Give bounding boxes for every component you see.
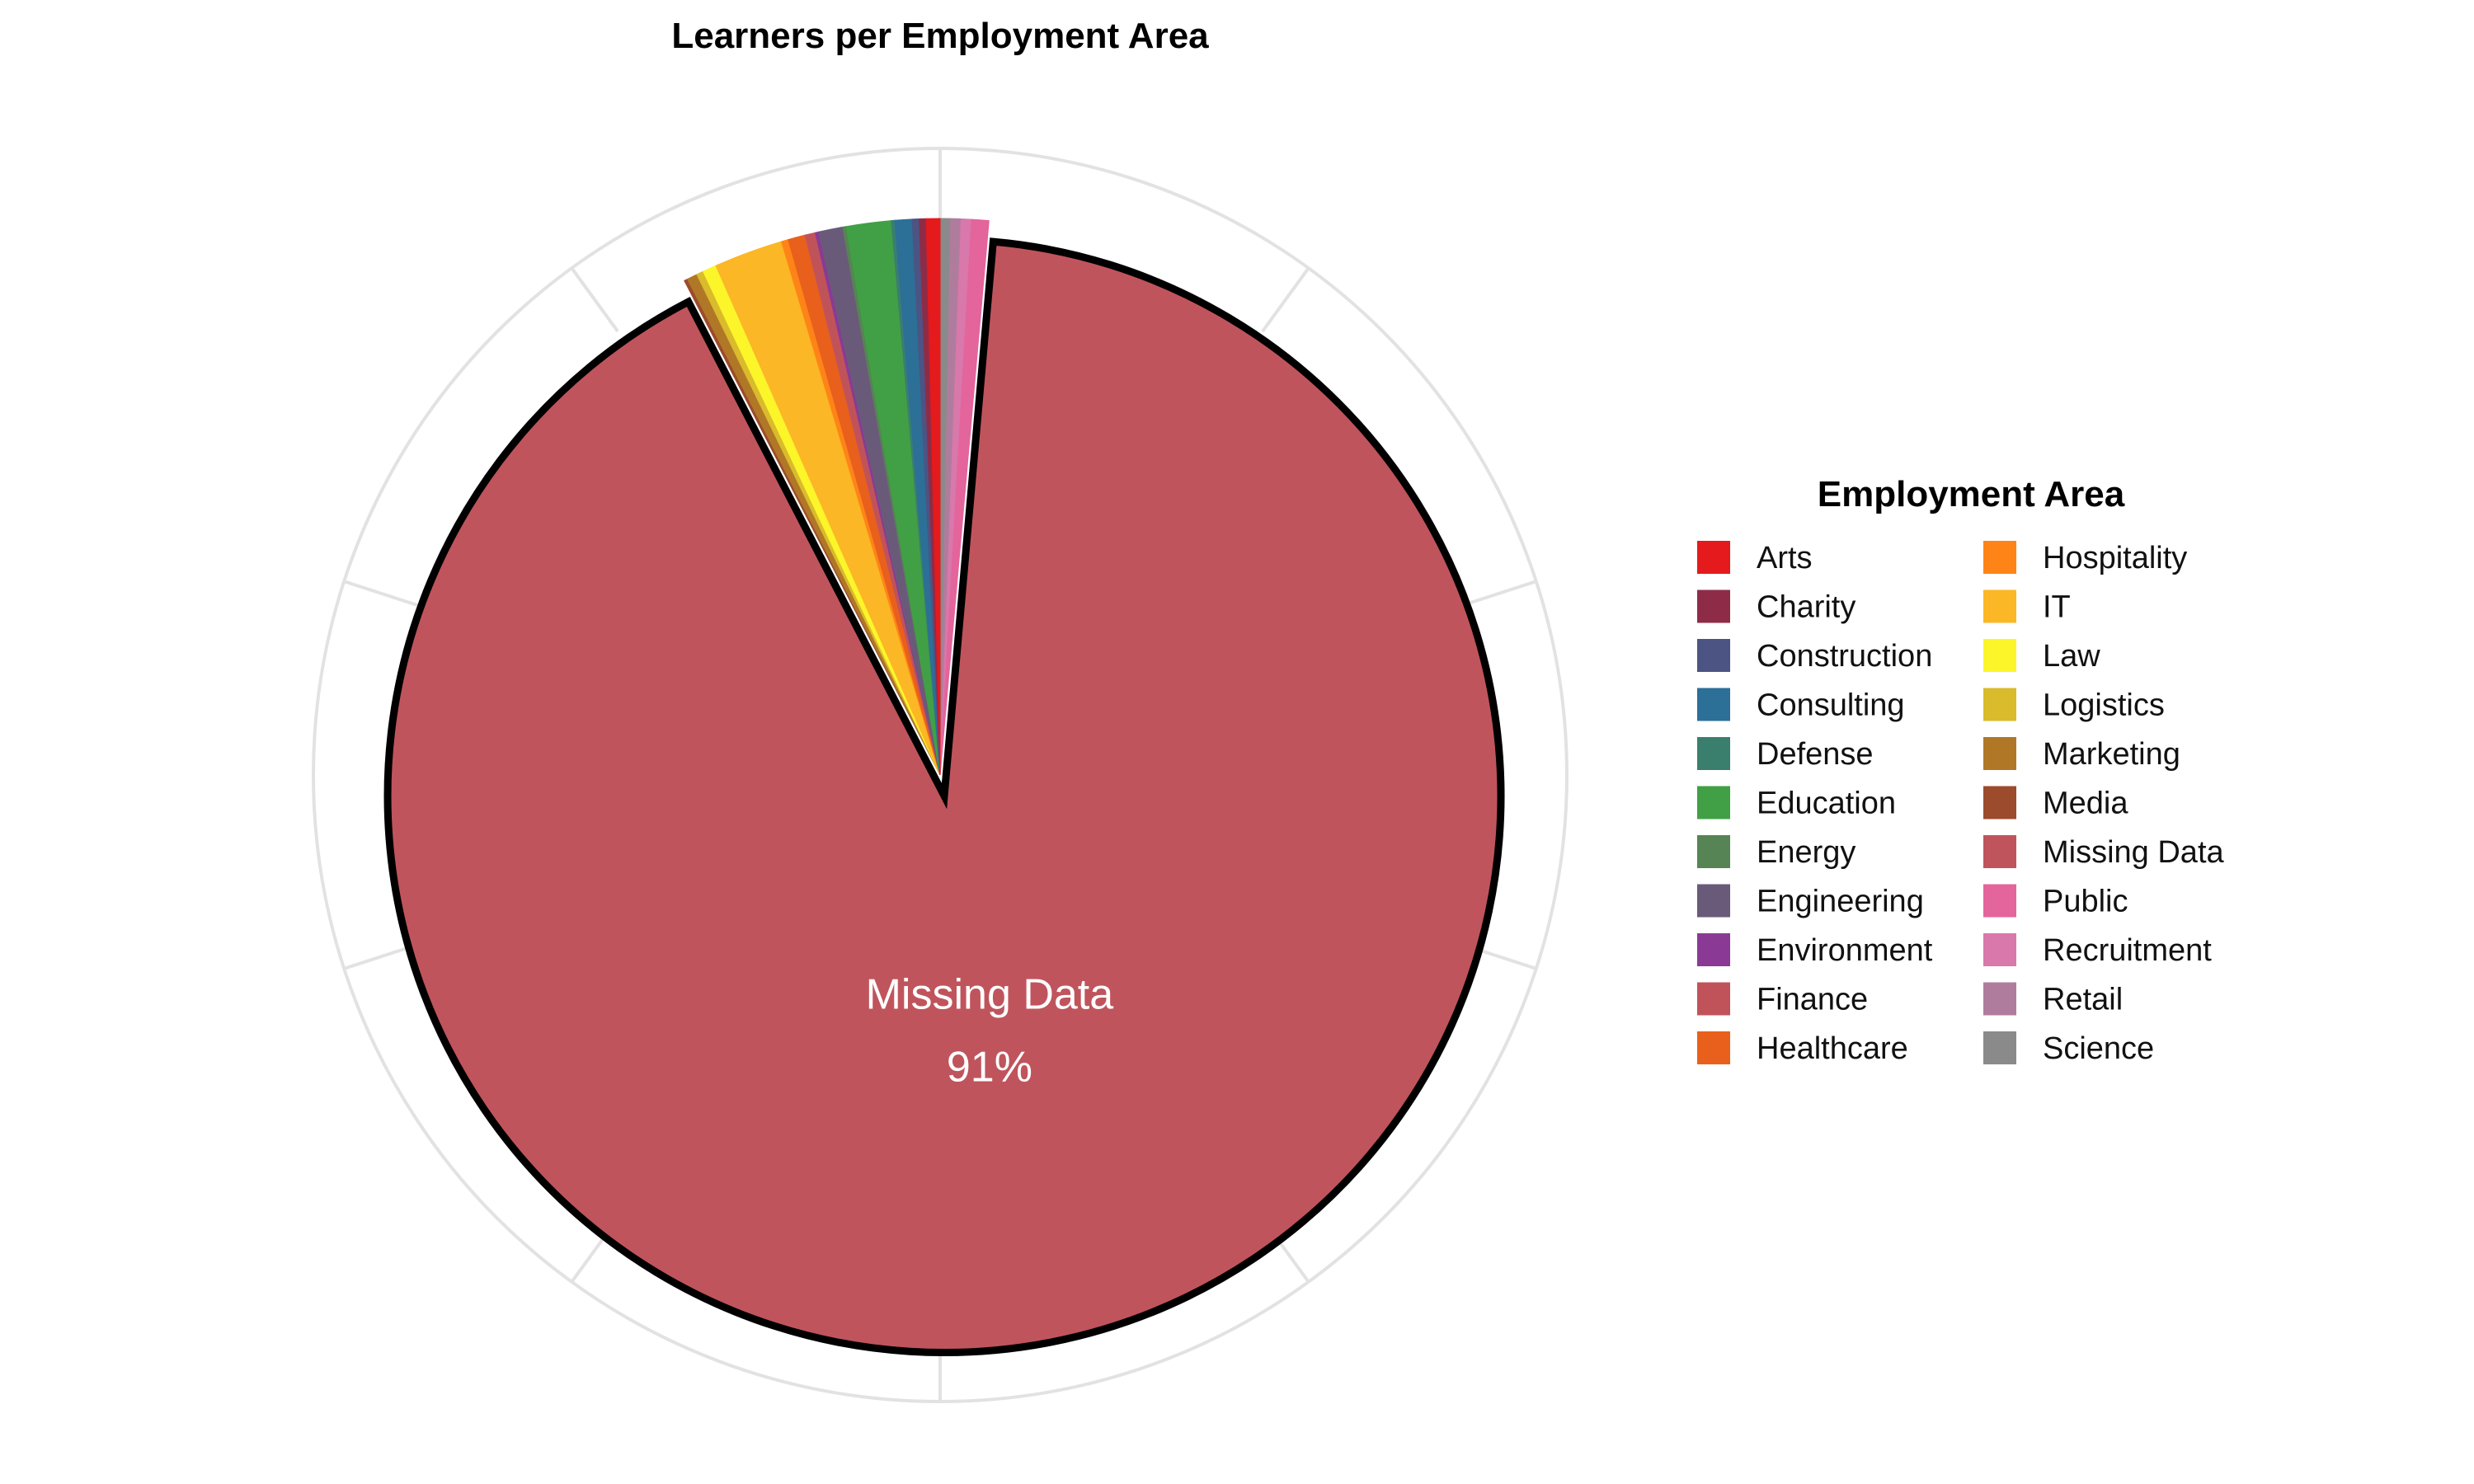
legend-label: Consulting <box>1757 688 1905 723</box>
legend-item-charity: Charity <box>1697 589 1856 625</box>
slice-label-name: Missing Data <box>866 971 1114 1019</box>
legend-swatch <box>1697 786 1730 819</box>
legend-item-recruitment: Recruitment <box>1983 933 2212 968</box>
grid-spoke <box>1261 266 1310 333</box>
legend-label: Hospitality <box>2043 541 2187 575</box>
legend-swatch <box>1983 835 2016 868</box>
legend-item-law: Law <box>1983 639 2100 674</box>
legend-swatch <box>1983 541 2016 574</box>
legend-label: Energy <box>1757 835 1856 870</box>
legend-label: Recruitment <box>2043 933 2212 968</box>
legend-label: Science <box>2043 1031 2154 1066</box>
legend-item-finance: Finance <box>1697 982 1868 1017</box>
legend-item-consulting: Consulting <box>1697 688 1905 723</box>
chart-title: Learners per Employment Area <box>671 16 1209 56</box>
legend-swatch <box>1697 688 1730 721</box>
legend-swatch <box>1983 884 2016 918</box>
legend-label: Construction <box>1757 639 1932 674</box>
legend-label: Public <box>2043 885 2128 919</box>
legend-swatch <box>1697 982 1730 1016</box>
legend-label: Law <box>2043 639 2100 674</box>
legend-label: Environment <box>1757 933 1933 968</box>
legend-swatch <box>1983 982 2016 1016</box>
legend-swatch <box>1983 639 2016 672</box>
legend-label: Engineering <box>1757 885 1924 919</box>
slice-labels: Missing Data 91% <box>866 971 1114 1092</box>
legend-label: Arts <box>1757 541 1813 575</box>
legend-item-healthcare: Healthcare <box>1697 1031 1908 1066</box>
legend-items: Arts Charity Construction Consulting Defense… <box>1697 541 2224 1066</box>
legend-label: Charity <box>1757 590 1856 625</box>
legend-label: Healthcare <box>1757 1031 1908 1066</box>
legend-label: Retail <box>2043 983 2123 1017</box>
legend-item-science: Science <box>1983 1031 2154 1066</box>
legend-item-public: Public <box>1983 884 2128 919</box>
legend-label: Marketing <box>2043 737 2180 772</box>
legend-swatch <box>1697 884 1730 918</box>
legend-item-logistics: Logistics <box>1983 688 2165 723</box>
legend-label: Logistics <box>2043 688 2165 723</box>
grid-spoke <box>1460 580 1537 608</box>
legend-item-hospitality: Hospitality <box>1983 541 2187 575</box>
slice-arts <box>925 218 941 776</box>
legend-item-construction: Construction <box>1697 639 1932 674</box>
legend-swatch <box>1983 933 2016 966</box>
legend-swatch <box>1697 933 1730 966</box>
legend-swatch <box>1697 589 1730 623</box>
legend: Employment Area Arts Charity Construction C… <box>1697 474 2224 1066</box>
legend-item-missing-data: Missing Data <box>1983 835 2224 870</box>
slice-public <box>939 218 990 776</box>
legend-item-defense: Defense <box>1697 737 1874 772</box>
legend-label: Education <box>1757 787 1896 821</box>
legend-label: Missing Data <box>2043 835 2224 870</box>
legend-label: Media <box>2043 787 2128 821</box>
legend-label: Finance <box>1757 983 1868 1017</box>
legend-swatch <box>1983 688 2016 721</box>
legend-item-marketing: Marketing <box>1983 737 2180 772</box>
legend-title: Employment Area <box>1818 474 2125 514</box>
legend-swatch <box>1697 541 1730 574</box>
legend-swatch <box>1983 786 2016 819</box>
grid-spoke <box>570 266 619 333</box>
legend-swatch <box>1983 589 2016 623</box>
legend-swatch <box>1697 737 1730 770</box>
legend-label: IT <box>2043 590 2071 625</box>
legend-item-arts: Arts <box>1697 541 1813 575</box>
pie-slices <box>383 218 1505 1356</box>
legend-item-engineering: Engineering <box>1697 884 1924 919</box>
legend-item-environment: Environment <box>1697 933 1933 968</box>
legend-swatch <box>1697 639 1730 672</box>
legend-item-retail: Retail <box>1983 982 2123 1017</box>
legend-swatch <box>1983 737 2016 770</box>
legend-item-education: Education <box>1697 786 1896 821</box>
slice-missing-data <box>383 237 1505 1356</box>
legend-item-it: IT <box>1983 589 2071 625</box>
legend-item-energy: Energy <box>1697 835 1856 870</box>
legend-swatch <box>1983 1031 2016 1064</box>
legend-label: Defense <box>1757 737 1874 772</box>
legend-swatch <box>1697 1031 1730 1064</box>
legend-swatch <box>1697 835 1730 868</box>
grid-spoke <box>343 580 420 608</box>
slice-label-percent: 91% <box>947 1044 1032 1092</box>
legend-item-media: Media <box>1983 786 2128 821</box>
